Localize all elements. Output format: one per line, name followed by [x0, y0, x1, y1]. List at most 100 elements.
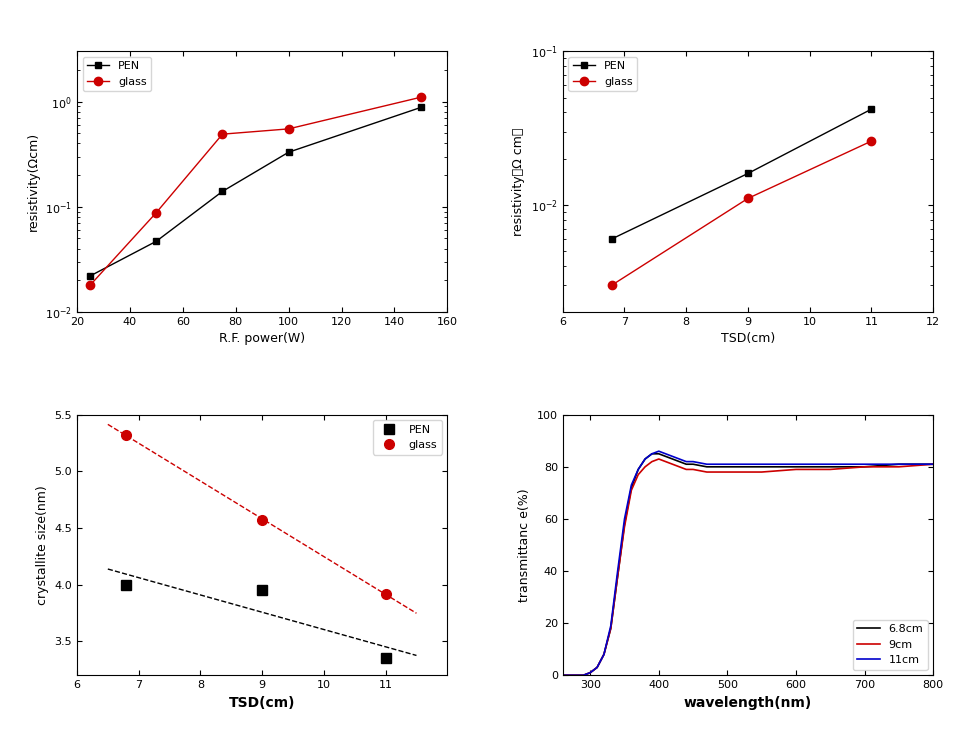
glass	[150, 208, 161, 217]
11cm	[789, 459, 801, 468]
9cm	[679, 465, 691, 474]
11cm	[591, 663, 603, 672]
6.8cm	[926, 459, 938, 468]
Line: 11cm: 11cm	[562, 451, 932, 675]
9cm	[789, 465, 801, 474]
11cm	[666, 452, 678, 461]
X-axis label: TSD(cm): TSD(cm)	[229, 696, 295, 710]
PEN	[741, 169, 752, 178]
11cm	[577, 671, 588, 680]
11cm	[604, 622, 616, 631]
Legend: PEN, glass: PEN, glass	[568, 57, 636, 91]
11cm	[618, 515, 629, 523]
11cm	[556, 671, 568, 680]
9cm	[584, 668, 596, 677]
11cm	[646, 449, 657, 458]
9cm	[625, 486, 636, 495]
6.8cm	[755, 462, 767, 471]
9cm	[556, 671, 568, 680]
9cm	[721, 468, 732, 476]
6.8cm	[892, 459, 903, 468]
Line: 6.8cm: 6.8cm	[562, 454, 932, 675]
Line: PEN: PEN	[608, 106, 874, 242]
11cm	[721, 459, 732, 468]
6.8cm	[631, 465, 643, 474]
6.8cm	[625, 483, 636, 492]
PEN	[415, 103, 427, 112]
11cm	[639, 454, 651, 463]
11cm	[659, 449, 671, 458]
glass	[415, 92, 427, 101]
glass	[256, 516, 267, 525]
11cm	[824, 459, 835, 468]
6.8cm	[556, 671, 568, 680]
11cm	[625, 481, 636, 490]
glass	[283, 125, 294, 134]
11cm	[673, 454, 684, 463]
6.8cm	[686, 459, 698, 468]
11cm	[631, 465, 643, 474]
9cm	[858, 462, 870, 471]
PEN	[150, 237, 161, 246]
Line: 9cm: 9cm	[562, 459, 932, 675]
9cm	[824, 465, 835, 474]
glass	[380, 589, 391, 598]
9cm	[686, 465, 698, 474]
9cm	[639, 462, 651, 471]
PEN	[256, 586, 267, 595]
PEN	[216, 187, 228, 196]
9cm	[701, 468, 712, 476]
11cm	[892, 459, 903, 468]
6.8cm	[577, 671, 588, 680]
6.8cm	[611, 572, 623, 581]
6.8cm	[659, 452, 671, 461]
11cm	[679, 457, 691, 466]
glass	[120, 431, 132, 440]
11cm	[563, 671, 575, 680]
6.8cm	[598, 650, 609, 659]
11cm	[926, 459, 938, 468]
Y-axis label: resistivity(Ωcm): resistivity(Ωcm)	[27, 132, 39, 231]
9cm	[646, 457, 657, 466]
X-axis label: R.F. power(W): R.F. power(W)	[219, 333, 305, 346]
PEN	[120, 581, 132, 589]
9cm	[618, 523, 629, 531]
11cm	[653, 447, 664, 456]
6.8cm	[570, 671, 581, 680]
11cm	[686, 457, 698, 466]
Legend: PEN, glass: PEN, glass	[83, 57, 151, 91]
11cm	[598, 650, 609, 659]
6.8cm	[653, 449, 664, 458]
glass	[865, 137, 876, 145]
11cm	[584, 668, 596, 677]
Y-axis label: crystallite size(nm): crystallite size(nm)	[36, 485, 49, 605]
9cm	[666, 459, 678, 468]
6.8cm	[666, 454, 678, 463]
9cm	[926, 459, 938, 468]
X-axis label: TSD(cm): TSD(cm)	[720, 333, 775, 346]
9cm	[591, 663, 603, 672]
9cm	[673, 462, 684, 471]
Line: glass: glass	[607, 137, 875, 289]
6.8cm	[591, 663, 603, 672]
11cm	[611, 567, 623, 575]
glass	[741, 194, 752, 203]
Line: PEN: PEN	[86, 104, 424, 280]
6.8cm	[701, 462, 712, 471]
9cm	[653, 454, 664, 463]
6.8cm	[721, 462, 732, 471]
6.8cm	[604, 624, 616, 633]
11cm	[858, 459, 870, 468]
PEN	[605, 234, 617, 243]
6.8cm	[639, 454, 651, 463]
Y-axis label: transmittanc e(%): transmittanc e(%)	[518, 488, 530, 602]
6.8cm	[789, 462, 801, 471]
Line: PEN: PEN	[121, 580, 390, 663]
9cm	[659, 457, 671, 466]
X-axis label: wavelength(nm): wavelength(nm)	[683, 696, 811, 710]
6.8cm	[679, 459, 691, 468]
6.8cm	[673, 457, 684, 466]
Y-axis label: resistivity（Ω cm）: resistivity（Ω cm）	[512, 128, 525, 236]
9cm	[604, 624, 616, 633]
Legend: PEN, glass: PEN, glass	[373, 421, 441, 454]
